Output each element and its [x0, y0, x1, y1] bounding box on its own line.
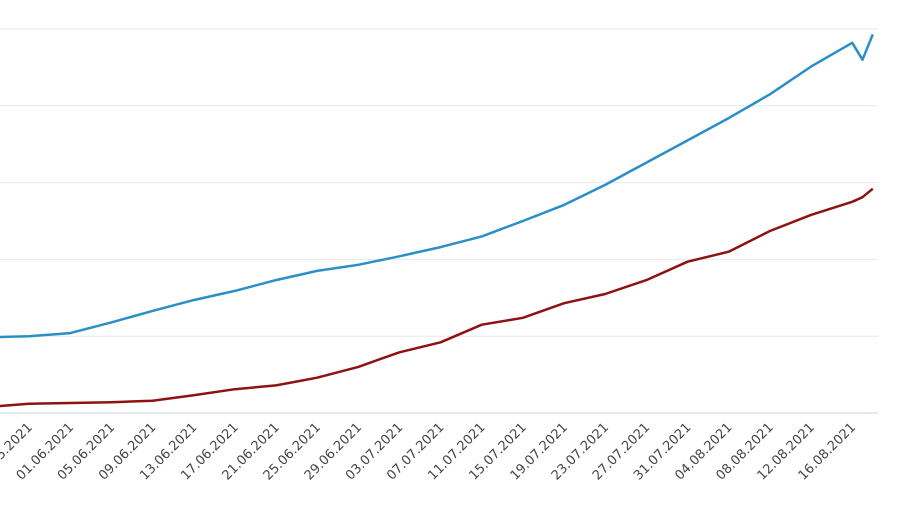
line-series — [0, 187, 874, 408]
line-series — [0, 33, 874, 339]
